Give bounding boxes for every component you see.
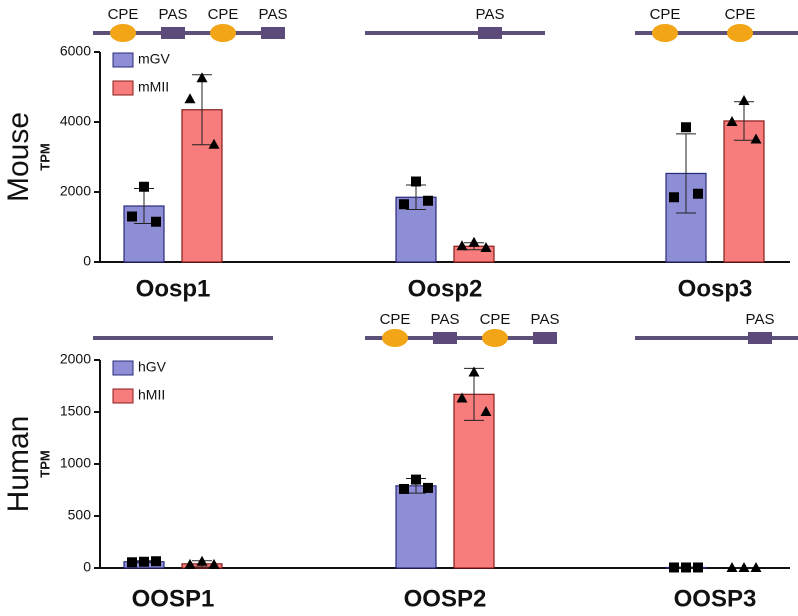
pas-element <box>748 332 772 344</box>
cpe-element <box>110 24 136 42</box>
y-tick-label: 1500 <box>60 403 91 419</box>
data-point <box>480 406 492 416</box>
utr-label: PAS <box>159 6 188 23</box>
cpe-element <box>382 329 408 347</box>
data-point <box>423 482 433 493</box>
y-tick-label: 2000 <box>60 183 91 199</box>
utr-label: PAS <box>431 311 460 328</box>
data-point <box>196 72 208 83</box>
legend-swatch <box>112 360 134 376</box>
data-point <box>151 556 161 567</box>
data-point <box>139 181 149 192</box>
data-point <box>468 366 480 377</box>
row-label: Human <box>2 416 35 513</box>
utr-label: CPE <box>108 6 139 23</box>
cpe-element <box>652 24 678 42</box>
data-point <box>139 556 149 567</box>
category-label: Oosp1 <box>136 275 211 302</box>
category-label: Oosp3 <box>678 275 753 302</box>
y-axis-label: TPM <box>37 143 52 170</box>
utr-label: CPE <box>650 6 681 23</box>
data-point <box>456 240 468 251</box>
data-point <box>184 558 196 569</box>
data-point <box>127 211 137 222</box>
legend-label: mGV <box>138 51 171 67</box>
data-point <box>399 199 409 210</box>
y-tick-label: 2000 <box>60 351 91 367</box>
legend-swatch <box>112 80 134 96</box>
data-point <box>127 557 137 568</box>
row-label: Mouse <box>2 112 35 202</box>
data-point <box>669 562 679 573</box>
pas-element <box>533 332 557 344</box>
category-label: OOSP3 <box>674 585 757 612</box>
utr-label: CPE <box>480 311 511 328</box>
y-tick-label: 500 <box>68 507 92 523</box>
utr-label: PAS <box>476 6 505 23</box>
data-point <box>726 116 738 126</box>
data-point <box>480 242 492 252</box>
cpe-element <box>482 329 508 347</box>
category-label: OOSP2 <box>404 585 487 612</box>
y-tick-label: 0 <box>83 559 91 575</box>
y-tick-label: 6000 <box>60 43 91 59</box>
utr-label: PAS <box>531 311 560 328</box>
legend-label: hMII <box>138 387 165 403</box>
data-point <box>750 133 762 144</box>
data-point <box>681 562 691 573</box>
legend-swatch <box>112 388 134 404</box>
pas-element <box>161 27 185 39</box>
y-axis-label: TPM <box>37 450 52 477</box>
y-tick-label: 0 <box>83 253 91 269</box>
data-point <box>399 483 409 494</box>
data-point <box>456 392 468 403</box>
data-point <box>750 562 762 572</box>
data-point <box>196 555 208 566</box>
utr-label: CPE <box>380 311 411 328</box>
data-point <box>208 558 220 569</box>
bar <box>395 485 437 569</box>
pas-element <box>433 332 457 344</box>
bar <box>453 393 495 569</box>
data-point <box>423 195 433 206</box>
category-label: OOSP1 <box>132 585 215 612</box>
category-label: Oosp2 <box>408 275 483 302</box>
data-point <box>738 562 750 572</box>
data-point <box>411 474 421 485</box>
data-point <box>693 188 703 199</box>
error-bar <box>676 133 696 214</box>
utr-label: CPE <box>208 6 239 23</box>
data-point <box>468 236 480 247</box>
data-point <box>693 562 703 573</box>
data-point <box>681 122 691 133</box>
legend-label: hGV <box>138 359 167 375</box>
y-tick-label: 1000 <box>60 455 91 471</box>
pas-element <box>478 27 502 39</box>
utr-label: CPE <box>725 6 756 23</box>
pas-element <box>261 27 285 39</box>
data-point <box>411 176 421 187</box>
y-tick-label: 4000 <box>60 113 91 129</box>
cpe-element <box>210 24 236 42</box>
utr-label: PAS <box>259 6 288 23</box>
data-point <box>726 562 738 572</box>
data-point <box>184 93 196 104</box>
data-point <box>208 138 220 149</box>
cpe-element <box>727 24 753 42</box>
legend-label: mMII <box>138 79 169 95</box>
bar <box>723 120 765 263</box>
legend-swatch <box>112 52 134 68</box>
data-point <box>669 192 679 203</box>
data-point <box>738 95 750 105</box>
utr-label: PAS <box>746 311 775 328</box>
data-point <box>151 216 161 227</box>
